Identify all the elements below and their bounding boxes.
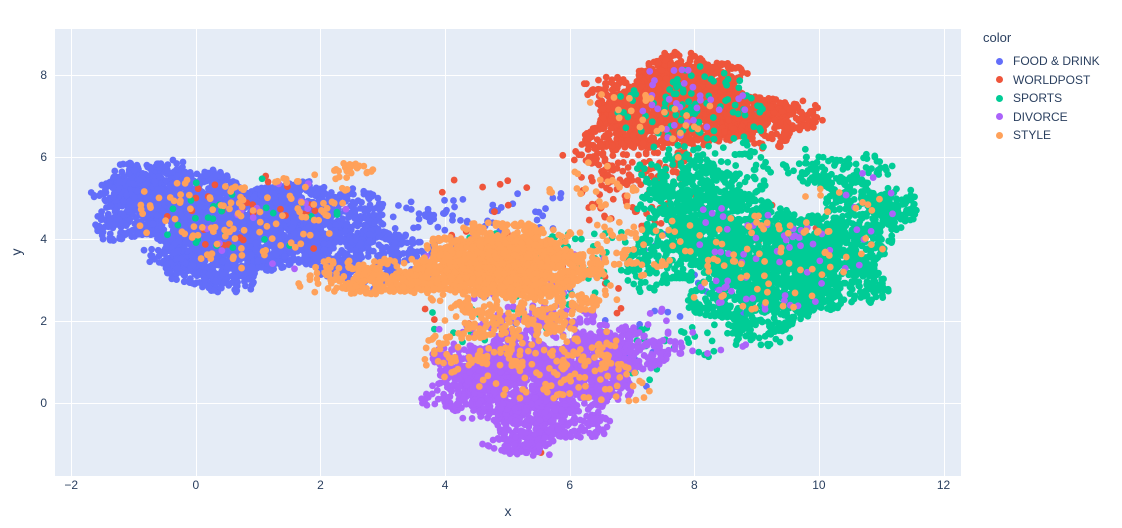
legend-items: FOOD & DRINK WORLDPOST SPORTS DIVORCE STYLE bbox=[975, 52, 1122, 145]
legend-swatch-icon bbox=[996, 57, 1003, 65]
legend-swatch-icon bbox=[996, 113, 1003, 121]
y-tick-label: 4 bbox=[40, 231, 47, 246]
y-tick-label: 2 bbox=[40, 313, 47, 328]
legend-item-label: STYLE bbox=[1013, 128, 1052, 143]
y-tick-label: 6 bbox=[40, 149, 47, 164]
legend: color FOOD & DRINK WORLDPOST SPORTS DIVORCE… bbox=[975, 26, 1122, 145]
legend-swatch-icon bbox=[996, 131, 1003, 139]
x-tick-label: 10 bbox=[812, 478, 826, 492]
y-tick-label: 8 bbox=[40, 67, 47, 82]
x-tick-label: 6 bbox=[566, 478, 574, 492]
x-tick-label: 12 bbox=[936, 478, 951, 492]
legend-item-divorce[interactable]: DIVORCE bbox=[975, 108, 1122, 127]
x-tick-label: −2 bbox=[64, 478, 79, 492]
legend-item-label: FOOD & DRINK bbox=[1013, 54, 1100, 69]
legend-swatch-icon bbox=[996, 76, 1003, 84]
legend-item-worldpost[interactable]: WORLDPOST bbox=[975, 71, 1122, 90]
legend-item-label: WORLDPOST bbox=[1013, 72, 1091, 87]
y-tick-label: 0 bbox=[40, 396, 47, 410]
x-tick-label: 4 bbox=[441, 478, 449, 492]
y-axis-title: y bbox=[8, 248, 24, 256]
legend-item-food-drink[interactable]: FOOD & DRINK bbox=[975, 52, 1122, 71]
x-tick-label: 0 bbox=[192, 478, 200, 492]
legend-swatch-icon bbox=[996, 94, 1003, 102]
x-tick-label: 8 bbox=[690, 478, 698, 492]
legend-item-style[interactable]: STYLE bbox=[975, 126, 1122, 145]
legend-item-label: DIVORCE bbox=[1013, 109, 1068, 124]
legend-item-sports[interactable]: SPORTS bbox=[975, 89, 1122, 108]
legend-item-label: SPORTS bbox=[1013, 91, 1063, 106]
x-tick-label: 2 bbox=[317, 478, 324, 492]
legend-title: color bbox=[983, 30, 1012, 45]
x-axis-title: x bbox=[504, 503, 512, 519]
